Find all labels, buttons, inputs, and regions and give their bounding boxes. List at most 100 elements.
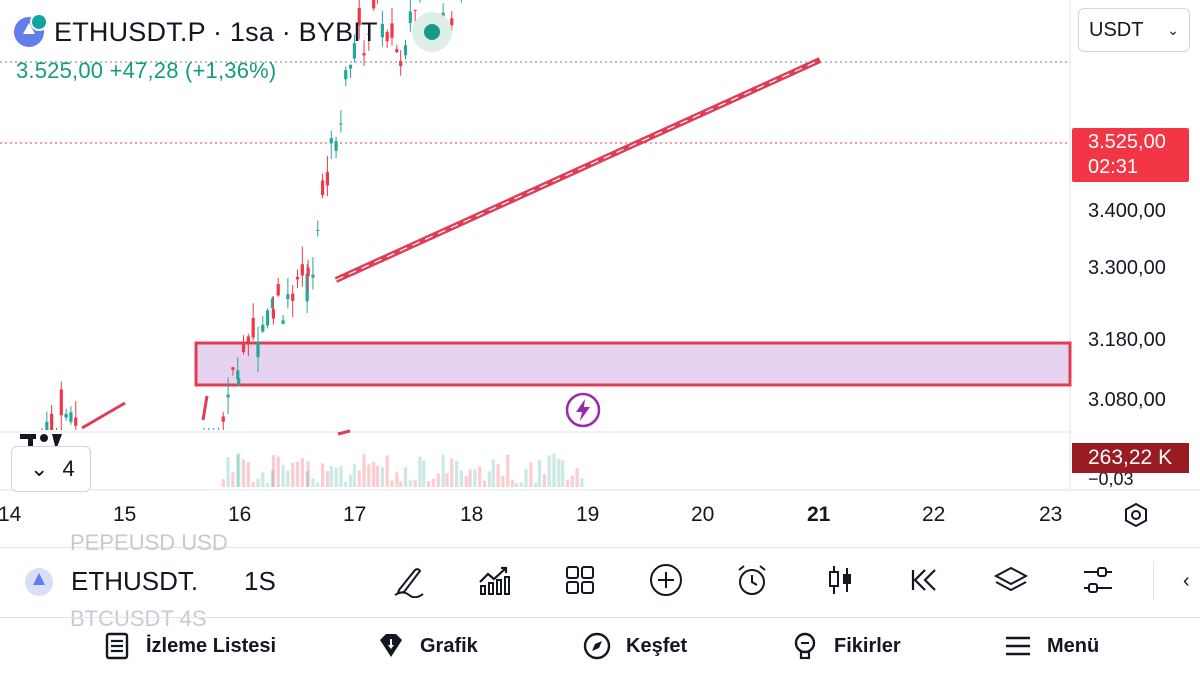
- chevron-left-icon[interactable]: ‹: [1183, 570, 1190, 592]
- volume-bar: [256, 478, 260, 487]
- alert-icon[interactable]: [734, 562, 770, 598]
- toolbar-symbol-name: ETHUSDT.: [71, 566, 199, 596]
- tradingview-logo-icon: [20, 434, 62, 450]
- date-axis-label: 14: [0, 503, 22, 526]
- volume-bar: [570, 475, 574, 487]
- chart-area[interactable]: ETHUSDT.P · 1sa · BYBIT 3.525,00 +47,28 …: [0, 0, 1200, 540]
- volume-bar: [487, 471, 491, 487]
- volume-bar: [524, 468, 528, 487]
- volume-bar: [418, 456, 422, 487]
- candle-body: [325, 172, 330, 186]
- volume-bar: [270, 470, 275, 487]
- layers-icon[interactable]: [993, 562, 1029, 598]
- nav-watchlist[interactable]: İzleme Listesi: [102, 631, 276, 661]
- layouts-icon[interactable]: [562, 562, 598, 598]
- volume-bar: [561, 460, 565, 487]
- current-price-badge: 3.525,00 02:31: [1072, 128, 1189, 182]
- candle-body: [256, 341, 260, 358]
- date-axis-label: 20: [691, 503, 715, 526]
- volume-bar: [266, 482, 270, 487]
- nav-chart[interactable]: Grafik: [376, 631, 478, 661]
- candle-body: [413, 9, 417, 11]
- lightning-event-icon[interactable]: [564, 391, 602, 429]
- price-chart[interactable]: [0, 0, 1200, 540]
- draw-icon[interactable]: [391, 562, 427, 598]
- currency-select[interactable]: USDT ⌄: [1078, 8, 1190, 52]
- volume-bar: [464, 476, 468, 487]
- symbol-header[interactable]: ETHUSDT.P · 1sa · BYBIT: [14, 12, 452, 52]
- volume-bar: [390, 480, 394, 487]
- volume-bar: [482, 480, 487, 487]
- candle-body: [246, 336, 250, 344]
- candle-body: [261, 324, 265, 332]
- price-axis-label: 3.400,00: [1088, 200, 1166, 222]
- volume-bar: [537, 459, 542, 487]
- volume-bar: [501, 475, 505, 487]
- volume-bar: [422, 460, 426, 487]
- toolbar-symbol[interactable]: ETHUSDT.: [25, 566, 198, 597]
- volume-bar: [237, 453, 241, 487]
- candle-body: [316, 229, 320, 231]
- interval-button[interactable]: 1S: [244, 566, 276, 596]
- volume-bar: [241, 459, 246, 487]
- volume-bar: [236, 454, 240, 487]
- chevron-down-icon: ⌄: [1167, 21, 1179, 38]
- explore-icon: [583, 632, 611, 660]
- candle-body: [390, 23, 394, 38]
- candle-body: [59, 389, 63, 416]
- volume-bar: [547, 455, 551, 487]
- volume-bar: [380, 467, 384, 487]
- replay-icon[interactable]: [907, 562, 943, 598]
- volume-bar: [334, 467, 338, 487]
- volume-bar: [478, 466, 482, 487]
- nav-label: Grafik: [420, 634, 478, 657]
- chart-type-icon[interactable]: [822, 562, 858, 598]
- indicators-icon[interactable]: [476, 562, 512, 598]
- volume-bar: [575, 468, 579, 487]
- candle-body: [300, 264, 304, 276]
- volume-bar: [352, 464, 356, 487]
- candle-body: [237, 378, 241, 385]
- volume-bar: [246, 462, 250, 487]
- settings-sliders-icon[interactable]: [1080, 562, 1116, 598]
- volume-bar: [408, 480, 412, 487]
- volume-bars: [45, 453, 584, 487]
- volume-bar: [431, 478, 436, 487]
- market-status-icon[interactable]: [411, 12, 452, 52]
- volume-bar: [468, 469, 472, 487]
- volume-bar: [459, 470, 464, 487]
- candle-body: [281, 320, 285, 324]
- menu-icon: [1006, 636, 1030, 656]
- nav-label: Fikirler: [834, 634, 901, 657]
- candle-body: [311, 274, 315, 278]
- symbol-title[interactable]: ETHUSDT.P · 1sa · BYBIT: [54, 16, 378, 47]
- candle-body: [295, 276, 300, 280]
- volume-bar: [300, 458, 304, 487]
- nav-label: Keşfet: [626, 634, 688, 657]
- chart-settings-icon[interactable]: [1122, 501, 1150, 529]
- volume-bar: [496, 464, 500, 487]
- volume-bar: [339, 466, 343, 487]
- toolbar-divider: [1153, 562, 1154, 600]
- volume-bar: [251, 481, 255, 487]
- nav-ideas[interactable]: Fikirler: [790, 631, 901, 661]
- candle-body: [408, 11, 412, 23]
- nav-menu[interactable]: Menü: [1003, 631, 1099, 661]
- volume-bar: [316, 482, 320, 487]
- volume-bar: [514, 482, 518, 487]
- volume-bar: [311, 478, 315, 487]
- nav-explore[interactable]: Keşfet: [582, 631, 687, 661]
- legend-toggle-button[interactable]: ⌄ 4: [11, 446, 91, 492]
- volume-bar: [427, 481, 431, 487]
- bottom-nav: İzleme Listesi Grafik Keşfet Fikirler Me…: [0, 617, 1200, 676]
- volume-bar: [557, 458, 561, 487]
- candle-body: [334, 141, 338, 151]
- chevron-down-icon: ⌄: [30, 456, 49, 481]
- volume-bar: [565, 479, 570, 487]
- volume-badge: 263,22 K: [1072, 443, 1189, 473]
- add-icon[interactable]: [648, 562, 684, 598]
- candle-body: [251, 318, 255, 338]
- chart-icon: [380, 634, 402, 657]
- volume-bar: [580, 478, 584, 487]
- candle-body: [399, 61, 403, 67]
